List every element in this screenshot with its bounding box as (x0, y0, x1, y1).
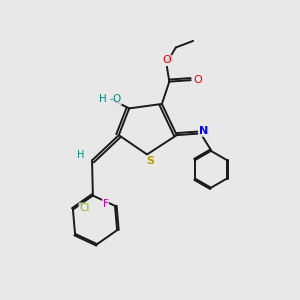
Text: -O: -O (109, 94, 121, 104)
Text: O: O (163, 55, 171, 65)
Text: F: F (103, 200, 108, 209)
Text: H: H (77, 150, 84, 160)
Text: O: O (193, 75, 202, 85)
Text: Cl: Cl (79, 203, 89, 213)
Text: S: S (147, 156, 154, 166)
Text: H: H (99, 94, 106, 104)
Text: N: N (199, 126, 208, 136)
